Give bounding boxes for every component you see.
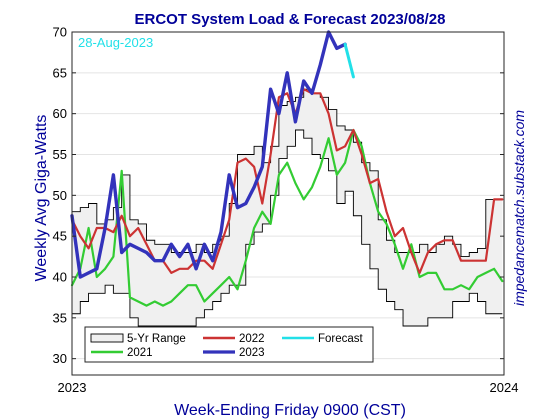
legend-label-y2022: 2022 <box>239 333 265 345</box>
chart-title: ERCOT System Load & Forecast 2023/08/28 <box>135 11 446 28</box>
y-tick-label: 35 <box>53 310 67 325</box>
legend: 5-Yr Range 2022 Forecast 2021 2023 <box>84 326 374 363</box>
plot-frame <box>71 31 505 376</box>
y-tick-label: 50 <box>53 188 67 203</box>
y-tick-label: 45 <box>53 229 67 244</box>
series-lines <box>70 30 504 307</box>
x-axis-ticks: 2023 2024 <box>58 380 519 395</box>
range-band-fill <box>72 89 503 327</box>
series-line-y2023 <box>70 30 347 279</box>
x-tick-label: 2024 <box>490 380 519 395</box>
legend-box <box>84 326 374 363</box>
y-tick-label: 70 <box>53 25 67 40</box>
legend-swatch-range <box>90 333 124 343</box>
legend-label-range: 5-Yr Range <box>127 333 186 345</box>
range-min-edge <box>72 129 503 327</box>
legend-label-y2023: 2023 <box>239 347 265 359</box>
series-line-forecast <box>343 42 355 79</box>
x-axis-label: Week-Ending Friday 0900 (CST) <box>174 402 406 419</box>
legend-label-forecast: Forecast <box>318 333 364 345</box>
series-line-y2021 <box>70 128 504 307</box>
x-tick-label: 2023 <box>58 380 87 395</box>
y-tick-label: 60 <box>53 106 67 121</box>
legend-label-y2021: 2021 <box>127 347 153 359</box>
y-axis-ticks: 30 35 40 45 50 55 60 65 70 <box>53 25 504 366</box>
date-annotation: 28-Aug-2023 <box>78 35 153 50</box>
y-axis-label: Weekly Avg Giga-Watts <box>33 115 50 282</box>
y-tick-label: 30 <box>53 351 67 366</box>
series-line-y2022 <box>70 88 504 274</box>
y-tick-label: 65 <box>53 65 67 80</box>
watermark-url: impedancematch.substack.com <box>511 110 527 306</box>
y-tick-label: 55 <box>53 147 67 162</box>
y-tick-label: 40 <box>53 270 67 285</box>
